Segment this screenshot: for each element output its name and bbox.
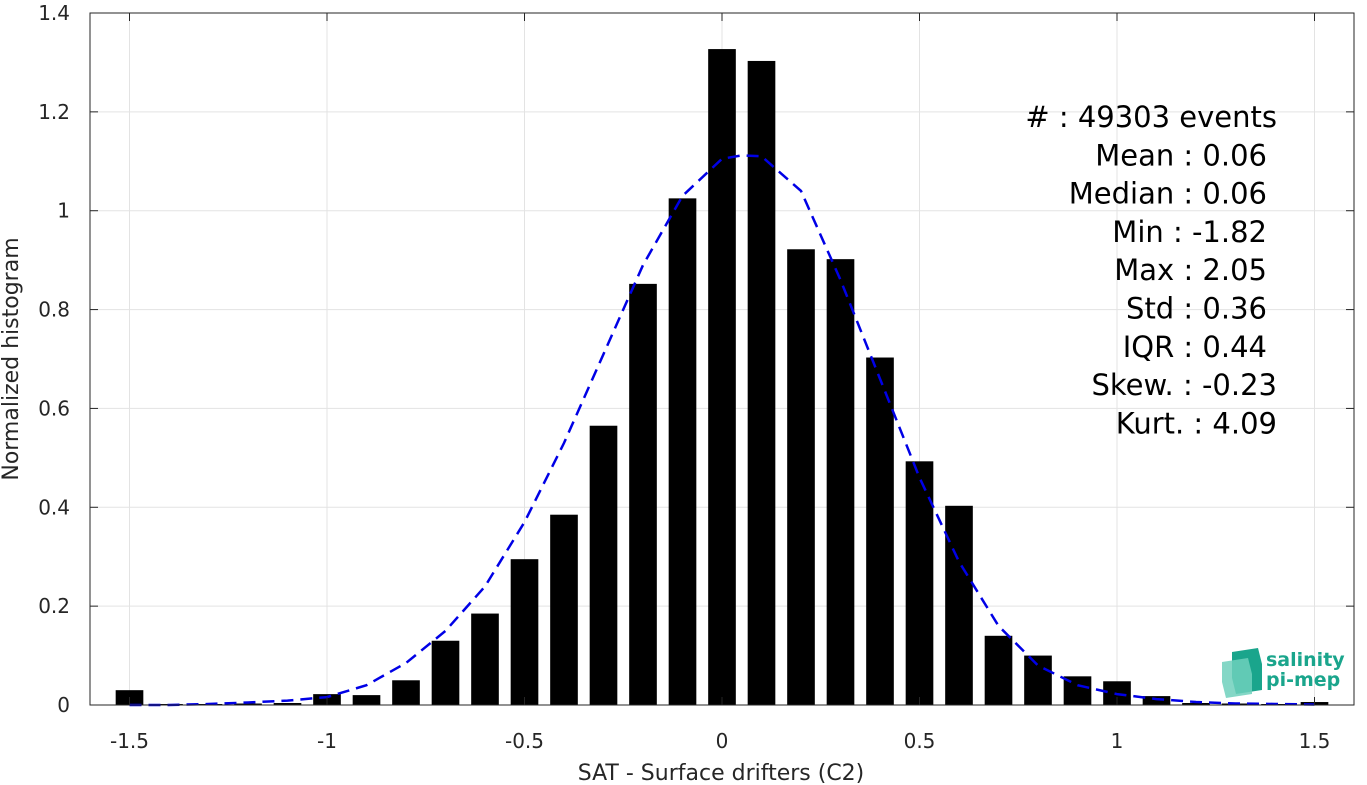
y-tick-label: 1 — [57, 199, 70, 223]
histogram-bar — [392, 680, 420, 705]
stat-line: Min : -1.82 — [1112, 215, 1267, 249]
histogram-bar — [471, 613, 499, 705]
x-axis-label: SAT - Surface drifters (C2) — [578, 761, 865, 785]
x-tick-label: -0.5 — [505, 729, 544, 753]
logo-icon-layer — [1222, 658, 1252, 698]
x-tick-label: -1.5 — [110, 729, 149, 753]
histogram-bar — [431, 640, 460, 705]
histogram-bar — [1024, 655, 1052, 705]
logo-line2: pi-mep — [1266, 669, 1340, 691]
histogram-bar — [787, 249, 815, 706]
stat-line: Std : 0.36 — [1126, 292, 1267, 326]
y-tick-label: 0.8 — [38, 298, 70, 322]
normal-fit-curve — [129, 154, 1315, 707]
histogram-bar — [984, 635, 1013, 705]
salinity-pi-mep-logo: salinity pi-mep — [1222, 648, 1345, 698]
x-tick-label: 0 — [716, 729, 729, 753]
x-ticks: -1.5 -1 -0.5 0 0.5 1 1.5 — [110, 13, 1330, 753]
y-tick-label: 0.6 — [38, 396, 70, 420]
histogram-bar — [589, 425, 618, 705]
histogram-bar — [708, 49, 736, 705]
histogram-bar — [273, 703, 302, 705]
y-tick-label: 0.2 — [38, 594, 70, 618]
logo-line1: salinity — [1266, 649, 1345, 671]
stat-line: IQR : 0.44 — [1123, 330, 1267, 364]
histogram-bar — [905, 461, 934, 705]
stat-line: # : 49303 events — [1025, 100, 1277, 134]
fit-curve-group — [129, 154, 1315, 707]
histogram-bar — [510, 559, 539, 705]
x-tick-label: 1 — [1111, 729, 1124, 753]
y-tick-label: 0.4 — [38, 495, 70, 519]
histogram-bar — [550, 514, 578, 705]
histogram-bar — [1142, 696, 1171, 705]
histogram-bar — [629, 283, 657, 705]
histogram-bar — [945, 505, 973, 705]
stat-line: Skew. : -0.23 — [1091, 368, 1277, 402]
stats-annotations: # : 49303 events Mean : 0.06 Median : 0.06… — [1025, 100, 1277, 440]
x-tick-label: 0.5 — [904, 729, 936, 753]
stat-line: Kurt. : 4.09 — [1116, 406, 1277, 440]
stat-line: Median : 0.06 — [1069, 177, 1267, 211]
histogram-bar — [747, 60, 776, 705]
histogram-bar — [352, 695, 381, 705]
histogram-bar — [866, 357, 894, 705]
histogram-bar — [826, 259, 855, 705]
stat-line: Mean : 0.06 — [1095, 138, 1267, 172]
y-tick-label: 1.4 — [38, 1, 70, 25]
x-tick-label: 1.5 — [1299, 729, 1331, 753]
x-tick-label: -1 — [317, 729, 337, 753]
y-tick-label: 0 — [57, 693, 70, 717]
histogram-bar — [668, 198, 697, 705]
y-ticks: 0 0.2 0.4 0.6 0.8 1 1.2 1.4 — [38, 1, 1354, 717]
y-axis-label: Normalized histogram — [0, 237, 24, 480]
histogram-bar — [234, 703, 262, 705]
stat-line: Max : 2.05 — [1114, 253, 1267, 287]
y-tick-label: 1.2 — [38, 100, 70, 124]
histogram-bar — [1182, 703, 1210, 705]
